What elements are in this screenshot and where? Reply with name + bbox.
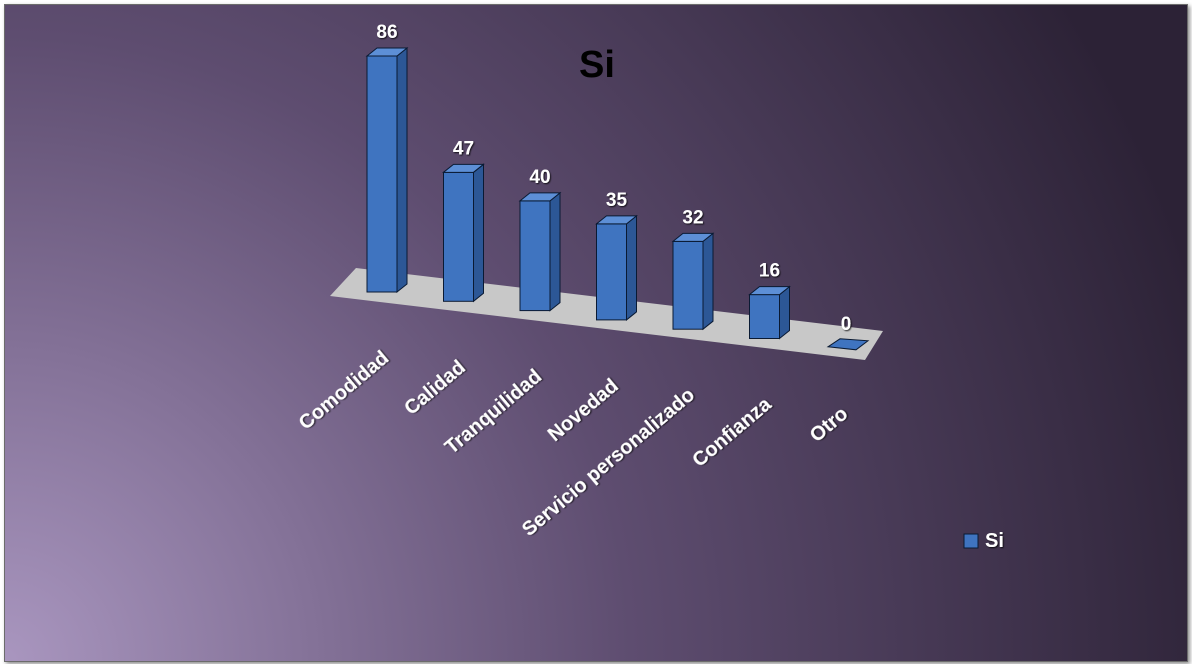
legend-label: Si xyxy=(985,530,1004,552)
bar-top xyxy=(518,192,562,202)
bar xyxy=(365,46,409,294)
legend-swatch xyxy=(963,533,979,549)
bar-side xyxy=(702,232,714,331)
bar xyxy=(442,163,485,303)
chart-frame: 86 Comodidad 47 Calidad 40 Tranquilidad 35 Nove… xyxy=(4,4,1188,662)
data-label: 35 xyxy=(606,190,628,211)
bar-front xyxy=(672,240,704,330)
data-label: 47 xyxy=(453,138,474,159)
bar xyxy=(826,338,870,351)
bar-front xyxy=(519,200,551,312)
data-label: 16 xyxy=(759,261,780,282)
bar-top xyxy=(595,215,638,225)
bar xyxy=(748,285,791,340)
data-label: 40 xyxy=(529,167,550,188)
data-label: 0 xyxy=(841,314,852,335)
bars-layer xyxy=(365,46,870,351)
legend: Si xyxy=(963,530,1004,552)
bar-side xyxy=(473,163,484,303)
bar-front xyxy=(366,55,398,293)
bar xyxy=(595,214,638,321)
bar xyxy=(518,191,562,312)
chart-background xyxy=(5,5,1187,661)
bar-top xyxy=(365,47,409,57)
bar-front xyxy=(443,171,474,302)
bar xyxy=(671,232,715,331)
bar-side xyxy=(626,214,637,321)
chart-title: Si xyxy=(579,44,615,86)
bar-top xyxy=(826,338,870,351)
bar-side xyxy=(549,191,561,312)
bar-front xyxy=(749,294,780,339)
bar-side xyxy=(396,46,408,294)
bar-top xyxy=(748,286,791,296)
bar-top xyxy=(671,232,715,242)
data-label: 32 xyxy=(682,207,703,228)
data-label: 86 xyxy=(376,22,397,43)
bar-top xyxy=(442,163,485,173)
bar-side xyxy=(779,285,790,340)
bar-chart: 86Comodidad47Calidad40Tranquilidad35Nove… xyxy=(5,5,1187,661)
bar-front xyxy=(596,223,627,321)
